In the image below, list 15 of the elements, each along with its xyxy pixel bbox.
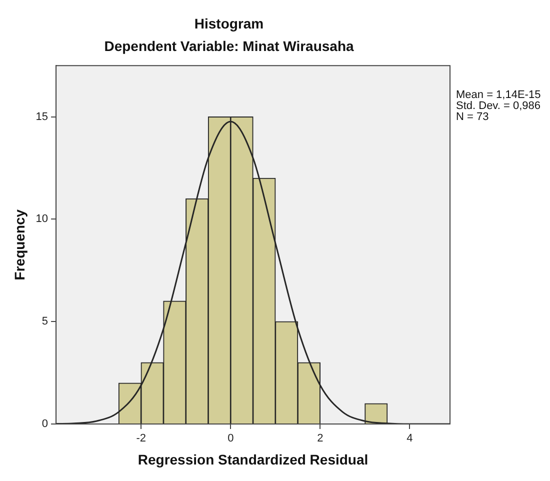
x-tick-label: -2 [136, 432, 146, 445]
x-axis-title: Regression Standardized Residual [138, 451, 368, 468]
text: Mean = 1,14E-15 [456, 89, 541, 102]
y-tick-label: 10 [36, 213, 48, 226]
y-axis-title: Frequency [11, 209, 28, 280]
y-tick-label: 5 [42, 316, 48, 328]
chart-title: Histogram [194, 15, 264, 32]
x-tick-label: 0 [228, 432, 234, 445]
text: N = 73 [456, 111, 489, 124]
x-tick-label: 2 [317, 432, 324, 445]
y-tick-label: 0 [42, 418, 48, 430]
text: Std. Dev. = 0,986 [456, 100, 540, 112]
chart-subtitle: Dependent Variable: Minat Wirausaha [104, 38, 354, 54]
y-tick-label: 15 [36, 110, 48, 123]
x-tick-label: 4 [406, 432, 413, 445]
